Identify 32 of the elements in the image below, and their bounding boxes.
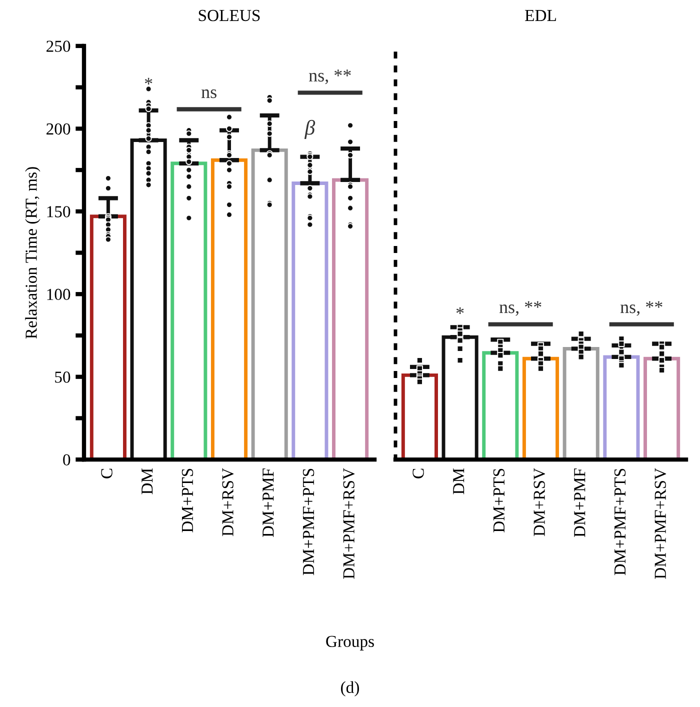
annotation: ns <box>201 89 216 98</box>
chart-title: SOLEUS <box>198 10 260 22</box>
y-tick-label: 0 <box>63 454 70 466</box>
y-tick-label: 150 <box>47 206 70 218</box>
y-tick-label: 200 <box>46 123 70 135</box>
annotation: * <box>144 78 152 84</box>
x-tick-label: DM+PMF+PTS <box>302 468 314 576</box>
annotation: β <box>304 120 316 140</box>
x-tick-label: DM+PMF+RSV <box>654 468 666 579</box>
annotation: * <box>456 307 464 314</box>
chart-title: EDL <box>525 10 556 21</box>
x-tick-label: DM <box>142 468 153 494</box>
x-tick-label: DM+PMF <box>262 468 274 538</box>
x-tick-label: DM+PTS <box>182 468 194 532</box>
x-tick-label: DM+PMF+RSV <box>343 468 355 579</box>
y-tick-label: 250 <box>46 40 70 52</box>
x-tick-label: DM+RSV <box>534 468 546 536</box>
x-tick-label: DM <box>453 468 464 494</box>
x-tick-label: DM+PMF+PTS <box>614 468 626 576</box>
x-tick-label: DM+RSV <box>222 468 234 536</box>
x-tick-label: C <box>101 468 112 478</box>
x-axis-title: Groups <box>326 636 374 650</box>
y-axis-title: Relaxation Time (RT, ms) <box>25 167 40 339</box>
x-tick-label: DM+PTS <box>493 468 505 532</box>
annotation: ns, ** <box>620 301 662 316</box>
text: (d) <box>341 681 359 696</box>
y-tick-label: 100 <box>47 288 70 300</box>
x-tick-label: DM+PMF <box>574 468 586 538</box>
x-tick-label: C <box>412 468 424 478</box>
annotation: ns, ** <box>308 70 351 84</box>
y-tick-label: 50 <box>55 372 70 383</box>
annotation: ns, ** <box>499 301 542 316</box>
